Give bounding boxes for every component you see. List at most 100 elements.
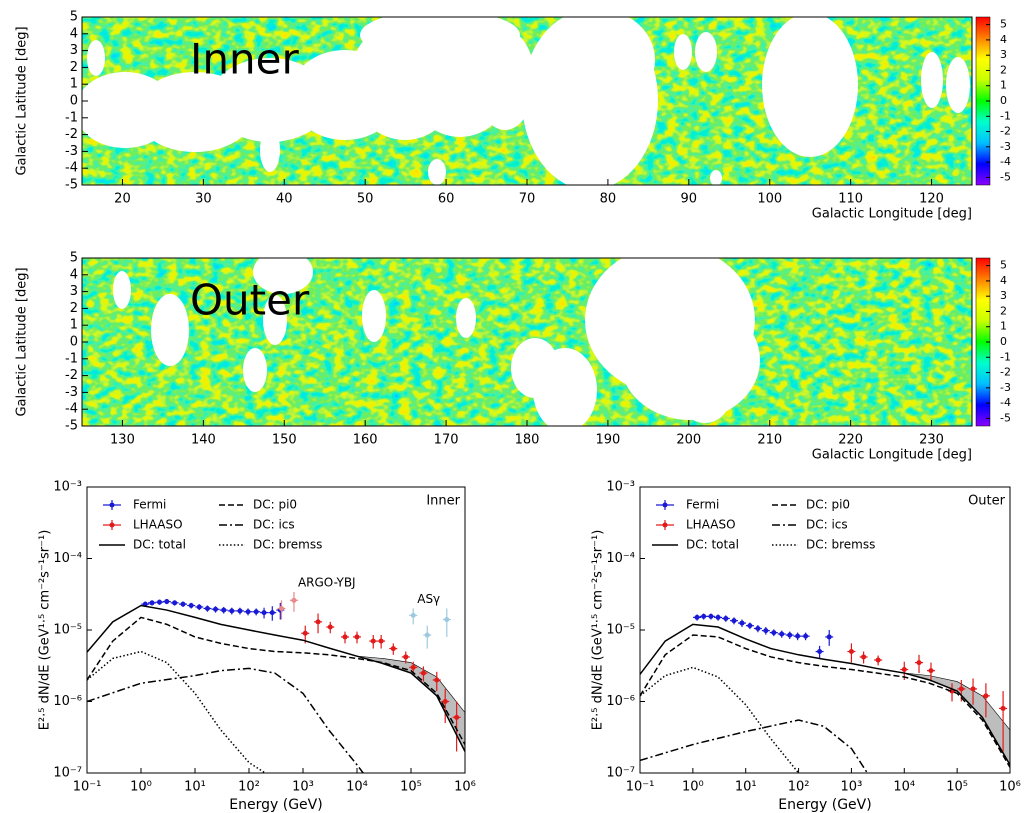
map-label: Inner bbox=[190, 35, 299, 84]
panel-label: Inner bbox=[426, 494, 460, 509]
marker bbox=[779, 631, 785, 637]
model-line bbox=[640, 634, 1010, 768]
colorbar-tick-label: -1 bbox=[1000, 109, 1011, 122]
x-tick-label: 170 bbox=[434, 433, 459, 448]
x-tick-label: 10¹ bbox=[735, 780, 757, 795]
x-axis-label: Energy (GeV) bbox=[229, 797, 322, 813]
map-label: Outer bbox=[190, 276, 310, 325]
marker bbox=[390, 646, 396, 652]
x-axis-label: Galactic Longitude [deg] bbox=[812, 207, 972, 222]
y-tick-label: -2 bbox=[65, 368, 78, 383]
x-tick-label: 20 bbox=[114, 192, 131, 207]
marker bbox=[156, 599, 162, 605]
y-tick-label: 5 bbox=[70, 251, 78, 266]
marker bbox=[410, 664, 416, 670]
model-line bbox=[87, 616, 465, 745]
colorbar-tick-label: -5 bbox=[1000, 411, 1011, 424]
colorbar-tick-label: 4 bbox=[1000, 274, 1007, 287]
x-tick-label: 10⁴ bbox=[893, 780, 915, 795]
legend-label: Fermi bbox=[686, 498, 719, 512]
y-tick-label: -3 bbox=[65, 144, 78, 159]
y-axis-label: Galactic Latitude [deg] bbox=[15, 26, 30, 175]
y-tick-label: 0 bbox=[70, 94, 78, 109]
marker bbox=[916, 660, 922, 666]
legend-label: DC: ics bbox=[253, 518, 295, 532]
x-tick-label: 60 bbox=[438, 192, 455, 207]
plots: 20 30 40 50 60 70 80 90 100 110 120-5-4-3-2-101234… bbox=[15, 10, 1021, 813]
marker bbox=[861, 654, 867, 660]
marker bbox=[763, 628, 769, 634]
legend-symbol bbox=[109, 502, 115, 508]
legend-label: DC: ics bbox=[806, 518, 848, 532]
marker bbox=[279, 605, 285, 611]
y-tick-label: -5 bbox=[65, 178, 78, 193]
y-axis-label: E²·⁵ dN/dE (GeV¹·⁵ cm⁻²s⁻¹sr⁻¹) bbox=[591, 530, 606, 731]
colorbar-tick-label: 2 bbox=[1000, 63, 1007, 76]
colorbar-tick-label: 3 bbox=[1000, 289, 1007, 302]
colorbar-tick-label: -4 bbox=[1000, 155, 1011, 168]
colorbar-tick-label: 0 bbox=[1000, 94, 1007, 107]
marker bbox=[420, 670, 426, 676]
y-tick-label: 10⁻³ bbox=[606, 480, 635, 495]
x-tick-label: 80 bbox=[600, 192, 617, 207]
y-tick-label: 10⁻⁵ bbox=[53, 623, 82, 638]
colorbar-tick-label: 5 bbox=[1000, 18, 1007, 31]
marker bbox=[715, 614, 721, 620]
x-tick-label: 90 bbox=[681, 192, 698, 207]
colorbar-tick-label: -1 bbox=[1000, 350, 1011, 363]
marker bbox=[327, 624, 333, 630]
marker bbox=[817, 649, 823, 655]
colorbar-tick-label: 4 bbox=[1000, 33, 1007, 46]
colorbar-tick-label: -3 bbox=[1000, 381, 1011, 394]
legend-label: LHAASO bbox=[686, 518, 736, 532]
x-tick-label: 10³ bbox=[292, 780, 314, 795]
marker bbox=[172, 600, 178, 606]
x-tick-label: 110 bbox=[838, 192, 863, 207]
x-tick-label: 140 bbox=[191, 433, 216, 448]
y-tick-label: 10⁻⁴ bbox=[606, 551, 635, 566]
marker bbox=[204, 605, 210, 611]
legend-symbol bbox=[662, 502, 668, 508]
marker bbox=[795, 633, 801, 639]
y-axis-label: E²·⁵ dN/dE (GeV¹·⁵ cm⁻²s⁻¹sr⁻¹) bbox=[38, 530, 53, 731]
marker bbox=[694, 614, 700, 620]
marker bbox=[424, 632, 430, 638]
plot-area bbox=[640, 613, 1010, 773]
y-tick-label: 5 bbox=[70, 10, 78, 25]
marker bbox=[739, 620, 745, 626]
marker bbox=[454, 714, 460, 720]
y-tick-label: 2 bbox=[70, 301, 78, 316]
x-tick-label: 190 bbox=[595, 433, 620, 448]
marker bbox=[723, 615, 729, 621]
x-tick-label: 130 bbox=[110, 433, 135, 448]
marker bbox=[302, 630, 308, 636]
y-tick-label: 4 bbox=[70, 267, 78, 282]
legend-label: Fermi bbox=[133, 498, 166, 512]
y-tick-label: -5 bbox=[65, 419, 78, 434]
marker bbox=[875, 657, 881, 663]
series-label: ARGO-YBJ bbox=[298, 575, 356, 589]
x-tick-label: 200 bbox=[676, 433, 701, 448]
y-tick-label: -3 bbox=[65, 385, 78, 400]
y-tick-label: 3 bbox=[70, 284, 78, 299]
y-tick-label: 10⁻³ bbox=[53, 480, 82, 495]
x-tick-label: 10² bbox=[238, 780, 260, 795]
marker bbox=[180, 601, 186, 607]
marker bbox=[261, 610, 267, 616]
x-tick-label: 10⁵ bbox=[946, 780, 968, 795]
marker bbox=[983, 693, 989, 699]
y-tick-label: 10⁻⁷ bbox=[53, 766, 82, 781]
marker bbox=[237, 608, 243, 614]
marker bbox=[410, 612, 416, 618]
colorbar-tick-label: -5 bbox=[1000, 170, 1011, 183]
marker bbox=[787, 632, 793, 638]
x-tick-label: 10⁴ bbox=[346, 780, 368, 795]
x-tick-label: 180 bbox=[515, 433, 540, 448]
x-tick-label: 10⁶ bbox=[999, 780, 1021, 795]
x-tick-label: 100 bbox=[757, 192, 782, 207]
marker bbox=[378, 638, 384, 644]
marker bbox=[149, 600, 155, 606]
y-tick-label: 10⁻⁵ bbox=[606, 623, 635, 638]
marker bbox=[442, 699, 448, 704]
